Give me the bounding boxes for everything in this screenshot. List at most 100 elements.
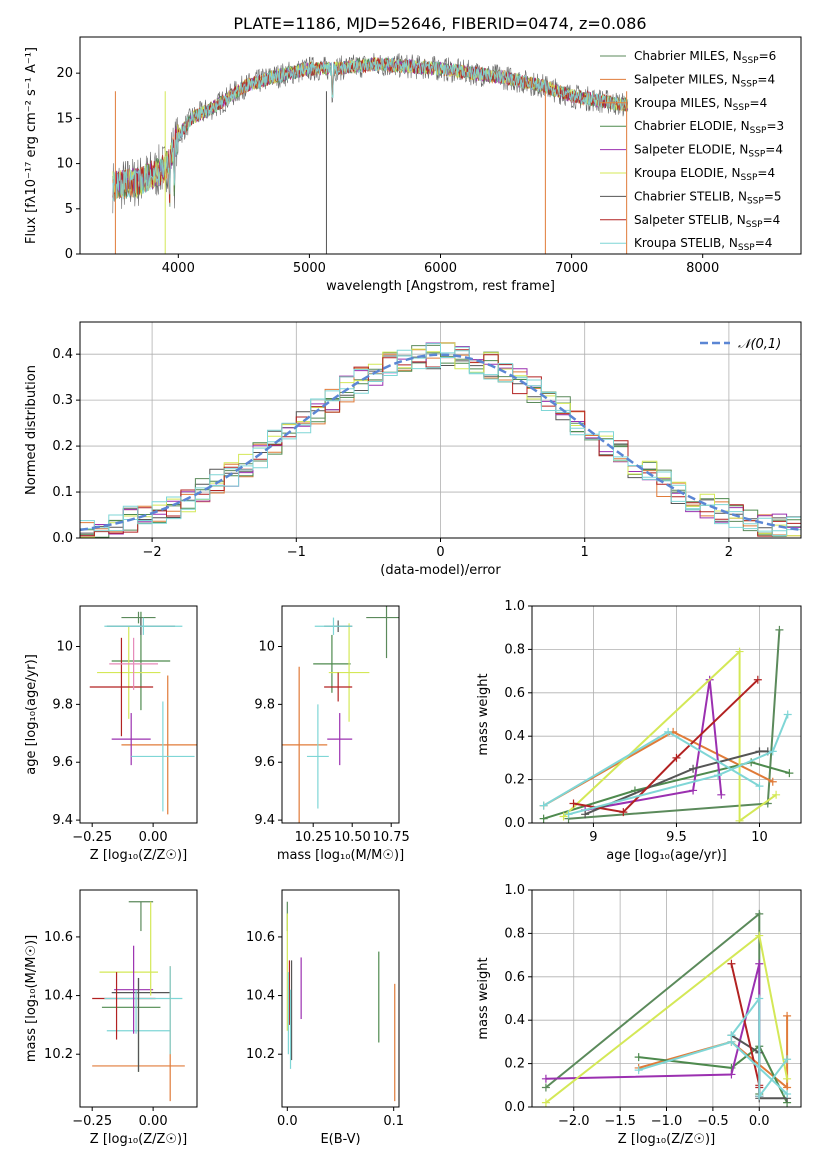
x-tick-label: 0 bbox=[436, 545, 444, 560]
weight-marker bbox=[735, 816, 744, 823]
weight-marker bbox=[727, 959, 736, 968]
weight-marker bbox=[713, 771, 722, 780]
spectrum-series-7 bbox=[112, 57, 629, 203]
weight-marker bbox=[581, 810, 590, 819]
axes-frame bbox=[281, 605, 400, 824]
x-tick-label: −0.25 bbox=[72, 1114, 112, 1129]
legend-label: 𝒩(0,1) bbox=[738, 337, 781, 352]
panel-mass_vs_ebv: 0.0 0.1 10.2 10.4 10.6 E(B-V) bbox=[246, 889, 404, 1147]
normal-curve bbox=[80, 353, 801, 532]
x-tick-label: 0.0 bbox=[749, 1114, 770, 1129]
plot-area bbox=[539, 625, 794, 823]
plot-area bbox=[112, 53, 629, 254]
y-tick-label: 0.2 bbox=[504, 1057, 525, 1072]
weight-marker bbox=[755, 747, 764, 756]
y-tick-label: 1.0 bbox=[504, 599, 525, 614]
y-axis-label: Flux [fλ10⁻¹⁷ erg cm⁻² s⁻¹ A⁻¹] bbox=[24, 47, 39, 244]
legend-count: =5 bbox=[764, 189, 782, 203]
spectrum-series-3 bbox=[112, 56, 629, 201]
x-tick-label: 10 bbox=[751, 830, 768, 845]
legend-subscript: SSP bbox=[747, 196, 764, 206]
x-axis-label: age [log₁₀(age/yr)] bbox=[606, 848, 727, 863]
y-tick-label: 0.4 bbox=[504, 1013, 525, 1028]
x-tick-label: 7000 bbox=[555, 261, 588, 276]
plot-area bbox=[89, 611, 197, 815]
legend-label: Salpeter MILES, NSSP=4 bbox=[634, 72, 775, 89]
weight-series-3 bbox=[543, 761, 790, 820]
x-tick-label: 2 bbox=[725, 545, 733, 560]
hist-step-10 bbox=[80, 350, 801, 536]
axes-frame bbox=[281, 889, 400, 1108]
y-tick-label: 10.6 bbox=[246, 930, 275, 945]
weight-marker bbox=[772, 790, 781, 799]
legend-subscript: SSP bbox=[748, 150, 765, 160]
y-axis-label: mass weight bbox=[476, 957, 491, 1039]
weight-marker bbox=[619, 808, 628, 817]
x-axis-label: mass [log₁₀(M/M☉)] bbox=[277, 848, 404, 863]
y-axis-label: age [log₁₀(age/yr)] bbox=[24, 654, 39, 775]
y-tick-label: 10 bbox=[56, 640, 73, 655]
axes-frame bbox=[531, 605, 802, 824]
legend-label: Kroupa STELIB, NSSP=4 bbox=[634, 236, 772, 253]
x-tick-label: 10.75 bbox=[373, 830, 410, 845]
weight-marker bbox=[569, 799, 578, 808]
weight-marker bbox=[634, 1066, 643, 1075]
y-axis-label: mass [log₁₀(M/M☉)] bbox=[24, 935, 39, 1062]
x-tick-label: 0.00 bbox=[139, 830, 168, 845]
legend-label: Salpeter STELIB, NSSP=4 bbox=[634, 213, 780, 230]
y-tick-label: 10.2 bbox=[44, 1047, 73, 1062]
legend-label: Chabrier ELODIE, NSSP=3 bbox=[634, 119, 784, 136]
x-tick-label: −1.5 bbox=[604, 1114, 636, 1129]
axes-frame bbox=[79, 36, 802, 255]
weight-marker bbox=[753, 675, 762, 684]
plot-area bbox=[286, 901, 396, 1102]
y-axis-label: Normed distribution bbox=[24, 365, 39, 495]
y-tick-label: 0.0 bbox=[504, 1100, 525, 1115]
y-tick-label: 10 bbox=[56, 157, 73, 172]
weight-series-8 bbox=[730, 995, 788, 1100]
axes-frame bbox=[79, 321, 802, 539]
weight-marker bbox=[768, 777, 777, 786]
plot-area bbox=[80, 342, 801, 538]
legend-label: Kroupa MILES, NSSP=4 bbox=[634, 96, 767, 113]
y-tick-label: 0.6 bbox=[504, 970, 525, 985]
weight-series-1 bbox=[543, 730, 774, 807]
x-axis-label: Z [log₁₀(Z/Z☉)] bbox=[90, 1132, 187, 1147]
y-tick-label: 10 bbox=[258, 640, 275, 655]
spectrum-series-5 bbox=[112, 57, 629, 199]
y-tick-label: 0.0 bbox=[504, 816, 525, 831]
x-tick-label: 10.25 bbox=[295, 830, 332, 845]
x-tick-label: 0.0 bbox=[277, 1114, 298, 1129]
spectrum-series-4 bbox=[112, 57, 629, 198]
y-tick-label: 9.6 bbox=[254, 755, 275, 770]
legend-label: Chabrier STELIB, NSSP=5 bbox=[634, 189, 782, 206]
weight-marker bbox=[539, 801, 548, 810]
weight-marker bbox=[541, 1083, 550, 1092]
weight-series-4 bbox=[545, 963, 761, 1097]
weight-series-5 bbox=[562, 649, 777, 823]
y-tick-label: 0.4 bbox=[52, 347, 73, 362]
weight-marker bbox=[783, 1055, 792, 1064]
weight-marker bbox=[785, 769, 794, 778]
legend-label: Chabrier MILES, NSSP=6 bbox=[634, 49, 776, 66]
figure-title: PLATE=1186, MJD=52646, FIBERID=0474, z=0… bbox=[233, 14, 646, 33]
weight-marker bbox=[755, 1092, 764, 1101]
plot-area bbox=[541, 909, 792, 1107]
weight-marker bbox=[755, 909, 764, 918]
panel-age_vs_Z: −0.25 0.00 9.4 9.6 9.8 10 Z [log₁₀(Z/Z☉)] age [… bbox=[24, 605, 198, 863]
panel-spectrum: 4000 5000 6000 7000 8000 0 5 10 15 20 wavelength [… bbox=[24, 36, 802, 294]
legend-count: =4 bbox=[763, 213, 781, 227]
spectrum-series-6 bbox=[112, 53, 625, 214]
panel-age_vs_mass: 10.25 10.50 10.75 9.4 9.6 9.8 10 mass [log₁₀(M/… bbox=[254, 605, 410, 863]
legend-count: =4 bbox=[757, 72, 775, 86]
y-tick-label: 9.8 bbox=[254, 697, 275, 712]
y-tick-label: 0 bbox=[65, 247, 73, 262]
weight-marker bbox=[634, 1053, 643, 1062]
x-tick-label: 9 bbox=[589, 830, 597, 845]
weight-marker bbox=[689, 764, 698, 773]
y-tick-label: 5 bbox=[65, 202, 73, 217]
weight-marker bbox=[735, 647, 744, 656]
y-tick-label: 9.4 bbox=[52, 813, 73, 828]
weight-marker bbox=[775, 625, 784, 634]
weight-marker bbox=[755, 931, 764, 940]
